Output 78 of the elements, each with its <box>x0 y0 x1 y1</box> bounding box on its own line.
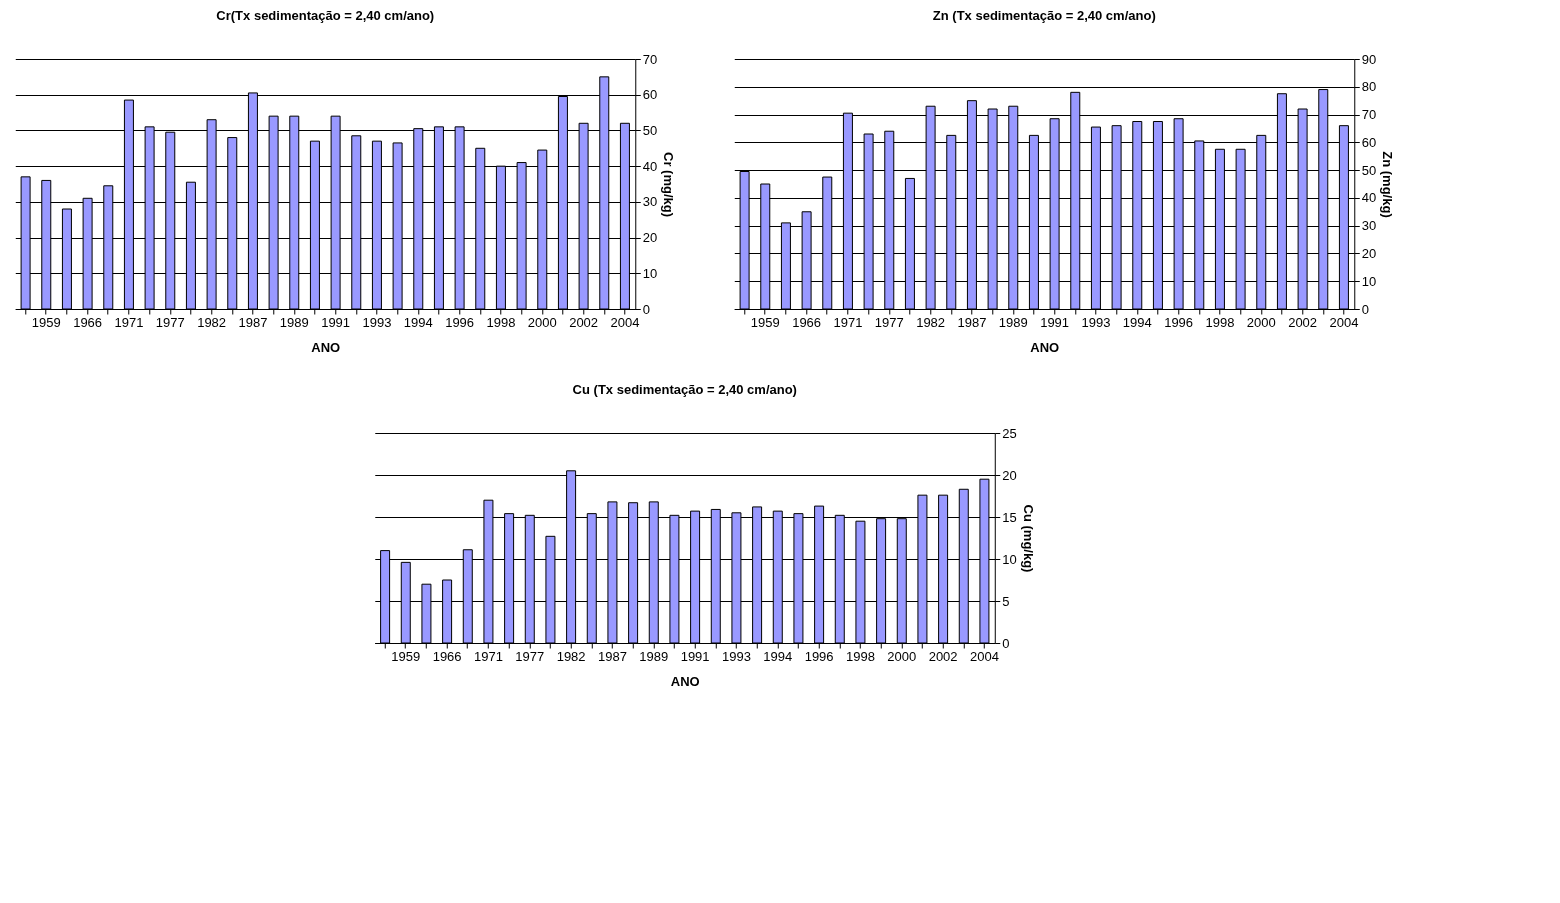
y-axis-title: Zn (mg/kg) <box>1380 151 1396 218</box>
y-tick-label: 20 <box>1361 245 1377 261</box>
x-tick-label: 1998 <box>845 648 875 664</box>
x-tick-label: 2000 <box>887 648 917 664</box>
x-axis-title: ANO <box>311 339 341 355</box>
x-tick-label: 1971 <box>473 648 503 664</box>
y-tick-label: 40 <box>642 158 658 174</box>
y-tick-label: 50 <box>1361 162 1377 178</box>
y-axis-title: Cr (mg/kg) <box>661 152 677 217</box>
x-tick-label: 2000 <box>527 314 557 330</box>
x-tick-label: 1993 <box>1081 314 1111 330</box>
x-tick-label: 1987 <box>597 648 627 664</box>
x-tick-label: 1966 <box>792 314 822 330</box>
y-tick-label: 50 <box>642 122 658 138</box>
x-tick-label: 1991 <box>321 314 351 330</box>
x-tick-label: 2000 <box>1246 314 1276 330</box>
x-tick-label: 1993 <box>362 314 392 330</box>
x-tick-label: 1959 <box>391 648 421 664</box>
x-tick-label: 1977 <box>515 648 545 664</box>
x-axis-title: ANO <box>1030 339 1060 355</box>
x-tick-label: 1991 <box>1040 314 1070 330</box>
x-tick-label: 2002 <box>569 314 599 330</box>
x-tick-label: 2002 <box>1288 314 1318 330</box>
x-tick-label: 1959 <box>31 314 61 330</box>
y-tick-label: 40 <box>1361 190 1377 206</box>
y-tick-label: 80 <box>1361 79 1377 95</box>
x-tick-label: 1994 <box>403 314 433 330</box>
y-axis-title: Cu (mg/kg) <box>1020 504 1036 573</box>
chart-title: Zn (Tx sedimentação = 2,40 cm/ano) <box>932 8 1156 23</box>
y-tick-label: 30 <box>1361 218 1377 234</box>
y-tick-label: 0 <box>1002 635 1010 651</box>
y-tick-label: 10 <box>1002 551 1017 567</box>
x-tick-label: 1989 <box>998 314 1028 330</box>
chart-title: Cr(Tx sedimentação = 2,40 cm/ano) <box>216 8 435 23</box>
x-tick-label: 1998 <box>1205 314 1235 330</box>
y-tick-label: 60 <box>642 87 658 103</box>
x-tick-label: 1993 <box>721 648 751 664</box>
x-tick-label: 1996 <box>804 648 834 664</box>
y-tick-label: 70 <box>1361 107 1377 123</box>
x-tick-label: 1959 <box>750 314 780 330</box>
x-tick-label: 1982 <box>916 314 946 330</box>
y-tick-label: 0 <box>642 301 650 317</box>
x-tick-label: 1994 <box>763 648 793 664</box>
x-tick-label: 1996 <box>1164 314 1194 330</box>
y-tick-label: 10 <box>1361 273 1377 289</box>
y-tick-label: 20 <box>1002 467 1017 483</box>
x-tick-label: 1966 <box>73 314 103 330</box>
y-tick-label: 0 <box>1361 301 1369 317</box>
x-tick-label: 2002 <box>928 648 958 664</box>
y-tick-label: 20 <box>642 230 658 246</box>
y-tick-label: 10 <box>642 265 658 281</box>
x-tick-label: 1982 <box>556 648 586 664</box>
x-tick-label: 1996 <box>445 314 475 330</box>
x-tick-label: 1982 <box>197 314 227 330</box>
y-tick-label: 5 <box>1002 593 1010 609</box>
x-tick-label: 1989 <box>639 648 669 664</box>
x-tick-label: 1994 <box>1122 314 1152 330</box>
y-tick-label: 60 <box>1361 134 1377 150</box>
x-tick-label: 2004 <box>610 314 640 330</box>
x-tick-label: 1966 <box>432 648 462 664</box>
y-tick-label: 15 <box>1002 509 1017 525</box>
x-tick-label: 1977 <box>155 314 185 330</box>
x-tick-label: 1991 <box>680 648 710 664</box>
x-tick-label: 1977 <box>874 314 904 330</box>
y-tick-label: 30 <box>642 194 658 210</box>
x-tick-label: 1971 <box>833 314 863 330</box>
x-tick-label: 1987 <box>957 314 987 330</box>
y-tick-label: 25 <box>1002 425 1017 441</box>
chart-title: Cu (Tx sedimentação = 2,40 cm/ano) <box>572 382 797 397</box>
x-tick-label: 1998 <box>486 314 516 330</box>
x-tick-label: 1989 <box>279 314 309 330</box>
x-tick-label: 1971 <box>114 314 144 330</box>
x-axis-title: ANO <box>670 673 700 689</box>
y-tick-label: 70 <box>642 51 658 67</box>
y-tick-label: 90 <box>1361 51 1377 67</box>
x-tick-label: 2004 <box>1329 314 1359 330</box>
x-tick-label: 2004 <box>969 648 999 664</box>
x-tick-label: 1987 <box>238 314 268 330</box>
